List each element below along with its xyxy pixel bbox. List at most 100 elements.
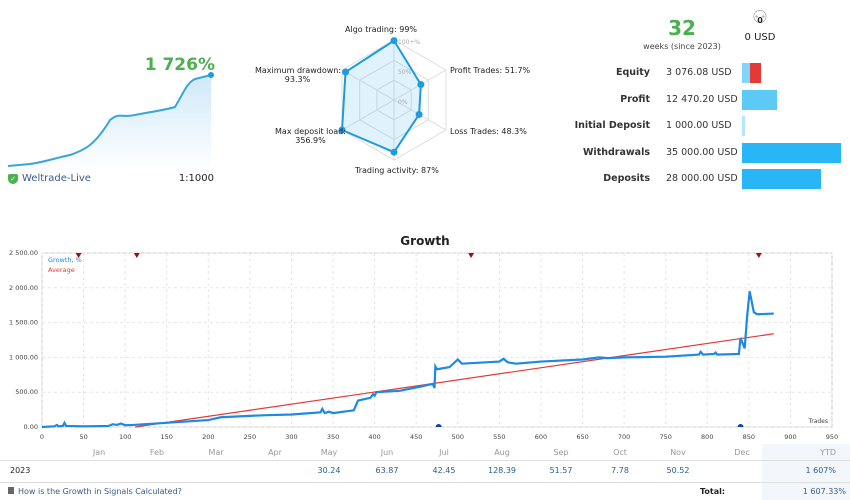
year-label: 2023 (10, 466, 31, 475)
y-tick-label: 500.00 (15, 388, 38, 396)
month-value[interactable]: 1 607% (805, 466, 836, 475)
total-gain: 1 726% (144, 55, 215, 75)
growth-help-link[interactable]: How is the Growth in Signals Calculated? (8, 487, 182, 496)
stat-label: Profit (620, 94, 650, 105)
month-header: Mar (208, 448, 224, 457)
radar-label: Maximum drawdown: 93.3% (255, 66, 342, 84)
month-header: Nov (670, 448, 686, 457)
leverage: 1:1000 (178, 173, 214, 184)
stat-label: Withdrawals (582, 147, 650, 158)
weeks-count: 32 (668, 16, 696, 40)
subscribers-funds: 0 USD (744, 32, 776, 43)
radar-label: Algo trading: 99% (345, 25, 417, 34)
month-value[interactable]: 30.24 (317, 466, 341, 475)
event-marker[interactable] (755, 253, 762, 258)
radar-label-value: 356.9% (295, 136, 326, 145)
y-tick-label: 0.00 (24, 423, 38, 431)
x-tick-label: 0 (40, 433, 44, 441)
stat-value: 12 470.20 USD (666, 94, 738, 105)
radar-label-value: 87% (421, 166, 439, 175)
x-tick-label: 700 (618, 433, 630, 441)
weeks-label: weeks (since 2023) (643, 42, 721, 51)
x-tick-label: 50 (79, 433, 87, 441)
radar-point (342, 68, 350, 76)
stat-deposits: Deposits 28 000.00 USD (580, 169, 850, 189)
x-tick-label: 750 (659, 433, 671, 441)
x-tick-label: 600 (535, 433, 547, 441)
x-tick-label: 400 (368, 433, 380, 441)
stat-value: 1 000.00 USD (666, 120, 732, 131)
mini-growth-chart (7, 72, 214, 170)
month-value[interactable]: 42.45 (432, 466, 456, 475)
month-header: Jan (92, 448, 106, 457)
x-tick-label: 500 (452, 433, 464, 441)
y-tick-label: 2 500.00 (9, 249, 38, 257)
growth-chart-title: Growth (400, 234, 450, 248)
x-tick-label: 300 (285, 433, 297, 441)
radar-label-value: 51.7% (504, 66, 531, 75)
radar-point (415, 110, 423, 118)
radar-label: Loss Trades: 48.3% (450, 127, 527, 136)
stat-label: Equity (615, 67, 650, 78)
legend-item[interactable]: Average (48, 266, 75, 274)
total-label: Total: (700, 487, 726, 496)
x-tick-label: 150 (161, 433, 173, 441)
stat-label: Deposits (603, 173, 650, 184)
radar-label-value: 48.3% (501, 127, 527, 136)
x-tick-label: 850 (743, 433, 755, 441)
growth-chart: 0 50 100 150 200 250 300 350 400 450 500 550 600 650 7… (9, 249, 838, 441)
radar-point (390, 148, 398, 156)
event-marker[interactable] (737, 424, 744, 427)
month-value[interactable]: 63.87 (375, 466, 399, 475)
legend-item[interactable]: Growth, % (48, 256, 82, 264)
month-header: Jul (439, 448, 449, 457)
event-marker[interactable] (435, 424, 442, 427)
radar-scale-label: 50% (398, 69, 412, 76)
shield-check-icon: ✓ (8, 173, 18, 184)
event-marker[interactable] (468, 253, 475, 258)
radar-scale-label: 100+% (398, 39, 420, 46)
x-tick-label: 650 (576, 433, 588, 441)
radar-point (417, 80, 425, 88)
stat-value: 35 000.00 USD (666, 147, 738, 158)
month-header: Apr (268, 448, 282, 457)
month-value[interactable]: 7.78 (611, 466, 629, 475)
series-line-average (135, 333, 774, 428)
event-marker[interactable] (75, 253, 82, 258)
radar-point (390, 37, 398, 45)
month-value[interactable]: 128.39 (488, 466, 516, 475)
stat-equity: Equity 3 076.08 USD (580, 63, 850, 83)
x-tick-label: 250 (244, 433, 256, 441)
x-tick-label: 900 (784, 433, 796, 441)
radar-label: Trading activity: 87% (355, 166, 439, 175)
subscribers-icon: ⚇ 0 (740, 8, 780, 32)
event-marker[interactable] (133, 253, 140, 258)
radar-area (340, 39, 422, 154)
stat-label: Initial Deposit (574, 120, 650, 131)
y-tick-label: 2 000.00 (9, 284, 38, 292)
x-tick-label: 200 (202, 433, 214, 441)
total-value: 1 607.33% (802, 487, 846, 496)
radar-axis (341, 69, 395, 101)
plot-frame (41, 252, 833, 428)
subscribers: ⚇ 0 0 USD (740, 8, 780, 44)
radar-label-value: 93.3% (284, 75, 311, 84)
monthly-row-2023: 2023 30.24 63.87 42.45 128.39 51.57 7.78 50.52 1… (0, 461, 850, 483)
month-value[interactable]: 51.57 (549, 466, 573, 475)
stat-profit: Profit 12 470.20 USD (580, 90, 850, 110)
y-tick-label: 1 000.00 (9, 353, 38, 361)
book-icon (8, 487, 14, 494)
deposits-bar (742, 169, 821, 189)
x-tick-label: 450 (410, 433, 422, 441)
month-value[interactable]: 50.52 (666, 466, 690, 475)
x-tick-label: 550 (493, 433, 505, 441)
radar-label-value: 99% (399, 25, 418, 34)
stat-initial-deposit: Initial Deposit 1 000.00 USD (575, 116, 850, 136)
radar-label-name: Max deposit load: (275, 127, 346, 136)
equity-loss-bar (750, 63, 761, 83)
radar-label-name: Profit Trades: (450, 66, 503, 75)
broker-link[interactable]: ✓ Weltrade-Live (8, 173, 91, 184)
radar-label-name: Maximum drawdown: (255, 66, 342, 75)
x-tick-label: 950 (826, 433, 838, 441)
weeks-counter: 32 weeks (since 2023) (622, 16, 742, 51)
